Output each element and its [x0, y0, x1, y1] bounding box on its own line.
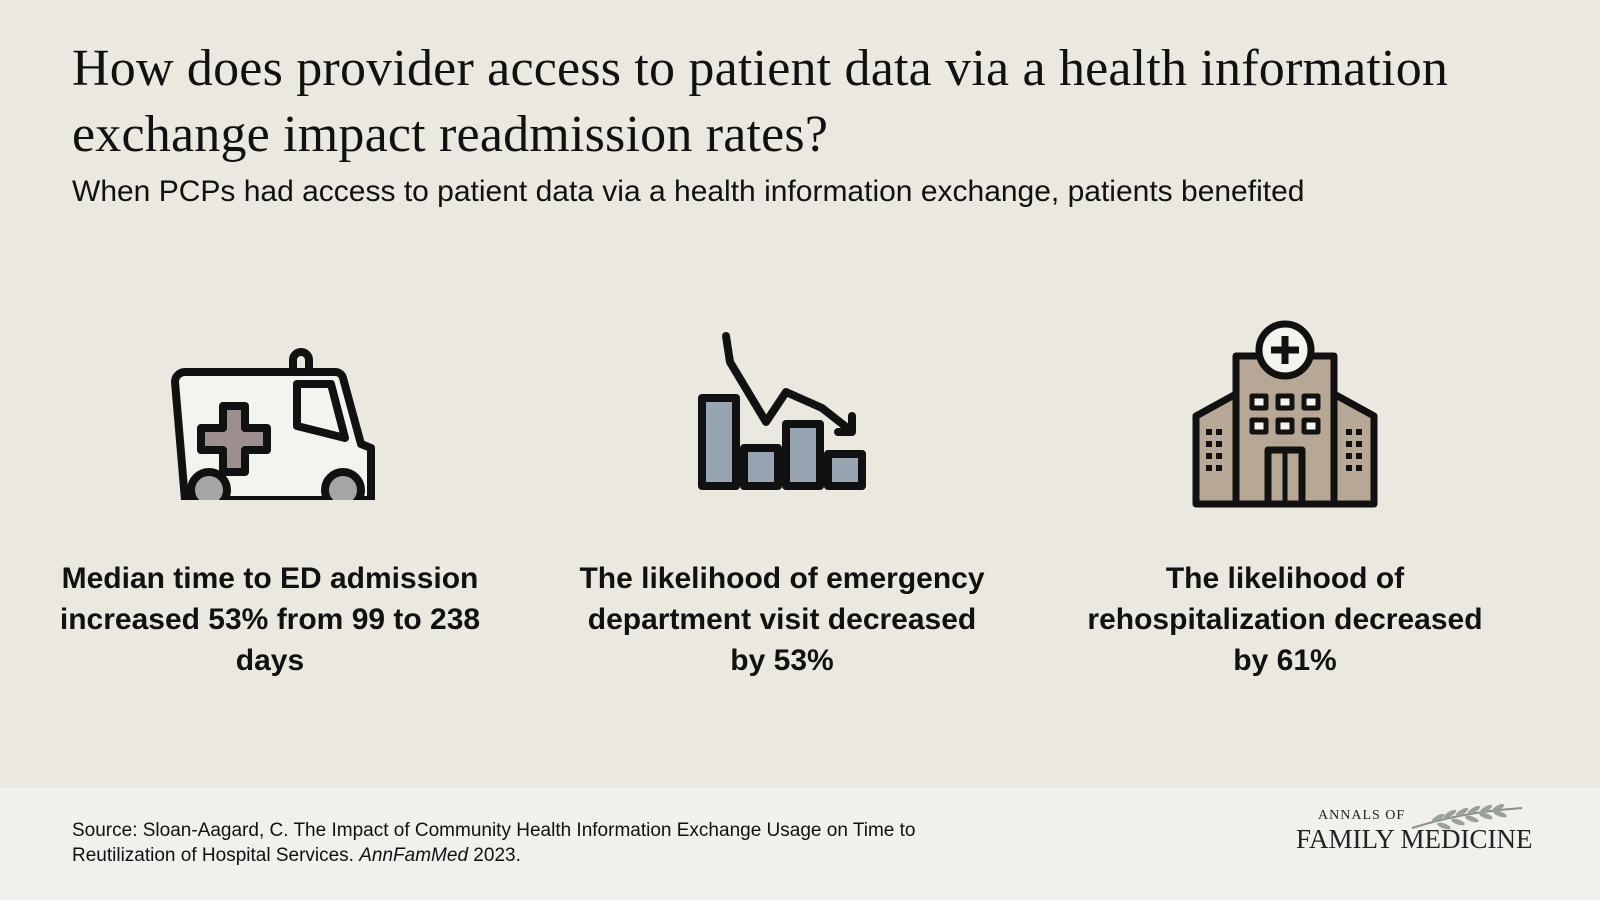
stat-card-rehospitalization: The likelihood of rehospitalization decr… [1070, 310, 1500, 681]
hospital-icon [1192, 320, 1378, 508]
source-year: 2023. [468, 845, 521, 866]
page-subtitle: When PCPs had access to patient data via… [72, 175, 1305, 208]
logo-top-text: ANNALS OF [1318, 808, 1406, 823]
stat-text: The likelihood of rehospitalization decr… [1087, 562, 1483, 677]
stat-card-ed-visit: The likelihood of emergency department v… [567, 310, 997, 681]
leaf-icon [1411, 804, 1523, 830]
source-text: Source: Sloan-Aagard, C. The Impact of C… [72, 820, 916, 866]
stat-text: Median time to ED admission increased 53… [59, 562, 481, 677]
logo-main-text: FAMILY MEDICINE [1296, 824, 1533, 854]
stat-card-ed-admission: Median time to ED admission increased 53… [55, 310, 485, 681]
journal-logo: ANNALS OF FAMILY MEDICINE [1296, 804, 1546, 866]
ambulance-icon [171, 348, 375, 500]
source-journal: AnnFamMed [359, 845, 469, 866]
stat-text: The likelihood of emergency department v… [579, 562, 985, 677]
footer: Source: Sloan-Aagard, C. The Impact of C… [0, 788, 1600, 900]
page-title: How does provider access to patient data… [72, 40, 1449, 163]
declining-bar-chart-icon [698, 332, 866, 490]
source-citation: Source: Sloan-Aagard, C. The Impact of C… [72, 818, 972, 868]
